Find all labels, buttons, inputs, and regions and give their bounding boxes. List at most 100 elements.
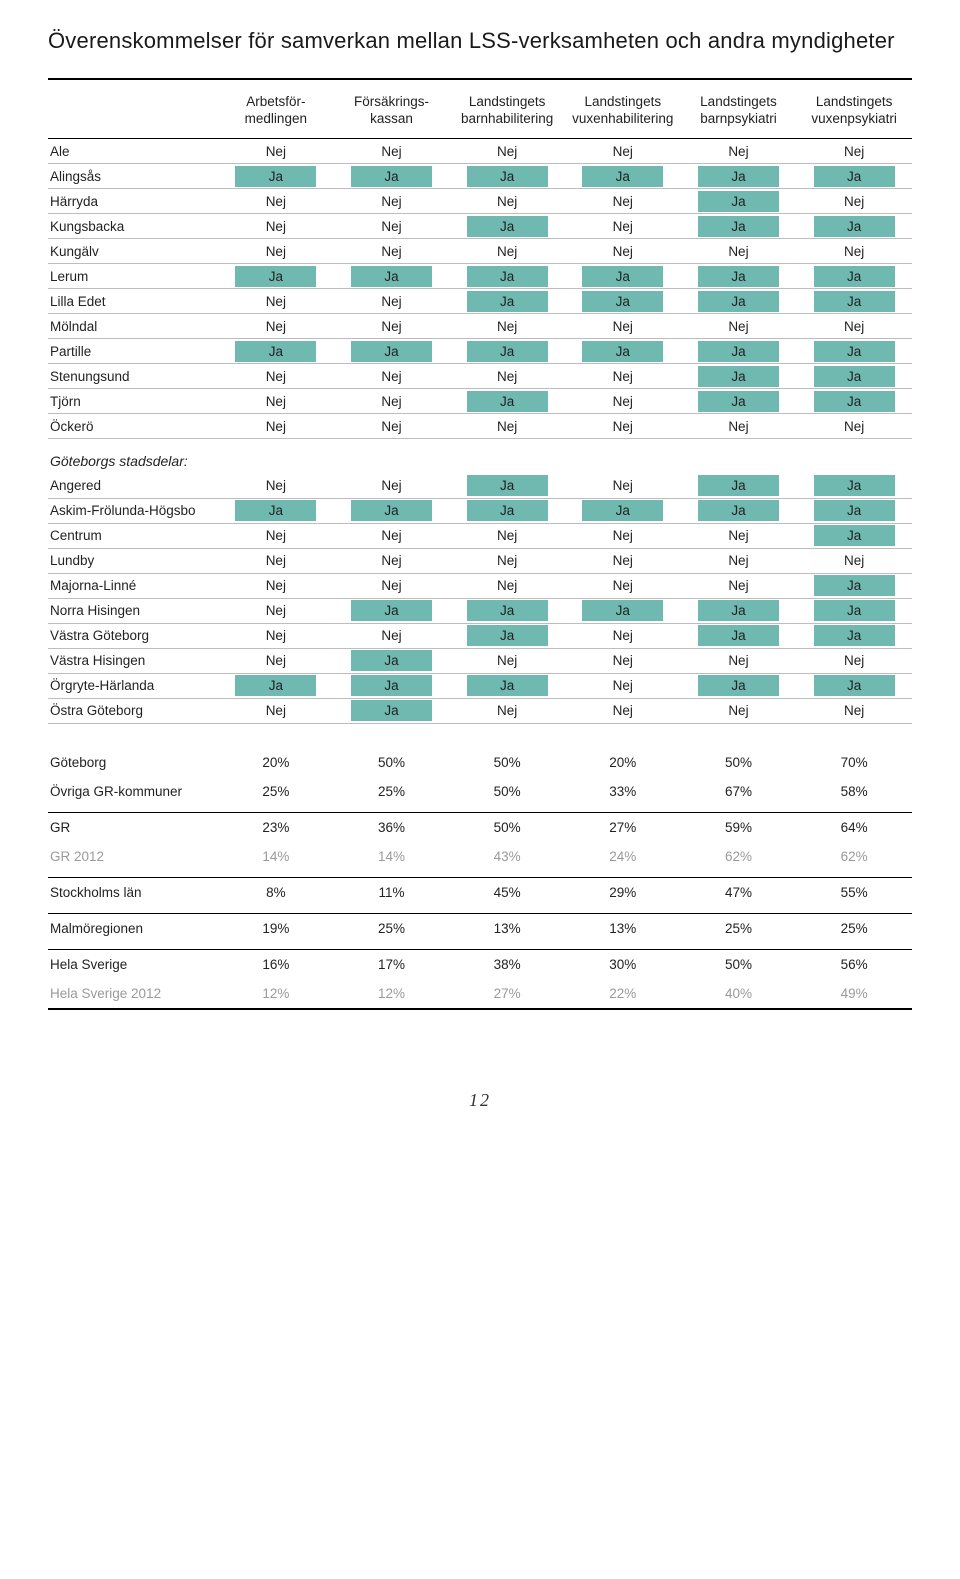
summary-value: 11% xyxy=(334,878,450,907)
cell-value: Ja xyxy=(796,164,912,189)
cell-value: Nej xyxy=(218,648,334,673)
summary-value: 23% xyxy=(218,813,334,842)
cell-value: Nej xyxy=(334,314,450,339)
table-row: MölndalNejNejNejNejNejNej xyxy=(48,314,912,339)
cell-value: Ja xyxy=(218,339,334,364)
cell-value: Nej xyxy=(796,698,912,723)
summary-value: 67% xyxy=(681,777,797,806)
summary-value: 8% xyxy=(218,878,334,907)
cell-value: Ja xyxy=(565,289,681,314)
row-label: Lilla Edet xyxy=(48,289,218,314)
row-label: Angered xyxy=(48,473,218,498)
summary-value: 62% xyxy=(681,842,797,871)
row-label: Örgryte-Härlanda xyxy=(48,673,218,698)
data-table: Arbetsför-medlingenFörsäkrings-kassanLan… xyxy=(48,80,912,1008)
cell-value: Nej xyxy=(449,414,565,439)
summary-value: 20% xyxy=(218,741,334,777)
table-row: PartilleJaJaJaJaJaJa xyxy=(48,339,912,364)
cell-value: Nej xyxy=(681,314,797,339)
cell-value: Ja xyxy=(681,214,797,239)
cell-value: Nej xyxy=(565,548,681,573)
row-label: Västra Hisingen xyxy=(48,648,218,673)
cell-value: Nej xyxy=(449,648,565,673)
cell-value: Nej xyxy=(681,414,797,439)
cell-value: Ja xyxy=(681,189,797,214)
cell-value: Nej xyxy=(449,548,565,573)
cell-value: Nej xyxy=(334,473,450,498)
cell-value: Ja xyxy=(796,364,912,389)
summary-value: 33% xyxy=(565,777,681,806)
cell-value: Ja xyxy=(681,389,797,414)
table-row: AlingsåsJaJaJaJaJaJa xyxy=(48,164,912,189)
row-label: Stenungsund xyxy=(48,364,218,389)
table-row: Västra GöteborgNejNejJaNejJaJa xyxy=(48,623,912,648)
cell-value: Nej xyxy=(218,598,334,623)
cell-value: Ja xyxy=(565,598,681,623)
summary-value: 62% xyxy=(796,842,912,871)
cell-value: Nej xyxy=(334,364,450,389)
cell-value: Nej xyxy=(218,548,334,573)
cell-value: Nej xyxy=(565,698,681,723)
summary-value: 43% xyxy=(449,842,565,871)
page-title: Överenskommelser för samverkan mellan LS… xyxy=(48,28,912,54)
row-label: Öckerö xyxy=(48,414,218,439)
col-header: Arbetsför-medlingen xyxy=(218,80,334,138)
cell-value: Nej xyxy=(218,214,334,239)
summary-value: 30% xyxy=(565,950,681,979)
cell-value: Nej xyxy=(796,548,912,573)
cell-value: Nej xyxy=(565,523,681,548)
row-label: Lundby xyxy=(48,548,218,573)
row-label: Majorna-Linné xyxy=(48,573,218,598)
cell-value: Ja xyxy=(218,164,334,189)
cell-value: Ja xyxy=(796,598,912,623)
cell-value: Ja xyxy=(218,673,334,698)
table-row: Västra HisingenNejJaNejNejNejNej xyxy=(48,648,912,673)
cell-value: Ja xyxy=(449,673,565,698)
cell-value: Ja xyxy=(449,164,565,189)
table-row: LundbyNejNejNejNejNejNej xyxy=(48,548,912,573)
summary-value: 58% xyxy=(796,777,912,806)
summary-label: Göteborg xyxy=(48,741,218,777)
table-row: ÖckeröNejNejNejNejNejNej xyxy=(48,414,912,439)
cell-value: Nej xyxy=(218,623,334,648)
cell-value: Nej xyxy=(565,389,681,414)
cell-value: Nej xyxy=(218,389,334,414)
table-row: AngeredNejNejJaNejJaJa xyxy=(48,473,912,498)
cell-value: Ja xyxy=(218,498,334,523)
summary-value: 50% xyxy=(681,950,797,979)
cell-value: Nej xyxy=(334,289,450,314)
cell-value: Nej xyxy=(218,364,334,389)
row-label: Kungälv xyxy=(48,239,218,264)
cell-value: Ja xyxy=(449,214,565,239)
table-row: TjörnNejNejJaNejJaJa xyxy=(48,389,912,414)
summary-value: 50% xyxy=(334,741,450,777)
cell-value: Ja xyxy=(796,673,912,698)
cell-value: Nej xyxy=(449,523,565,548)
summary-row: GR23%36%50%27%59%64% xyxy=(48,813,912,842)
summary-value: 50% xyxy=(449,741,565,777)
row-label: Ale xyxy=(48,139,218,164)
cell-value: Nej xyxy=(796,414,912,439)
table-row: LerumJaJaJaJaJaJa xyxy=(48,264,912,289)
summary-label: Hela Sverige 2012 xyxy=(48,979,218,1008)
summary-row: Hela Sverige 201212%12%27%22%40%49% xyxy=(48,979,912,1008)
summary-row: Hela Sverige16%17%38%30%50%56% xyxy=(48,950,912,979)
col-header: Landstingetsbarnpsykiatri xyxy=(681,80,797,138)
cell-value: Nej xyxy=(565,364,681,389)
row-label: Härryda xyxy=(48,189,218,214)
cell-value: Nej xyxy=(334,189,450,214)
cell-value: Ja xyxy=(449,598,565,623)
summary-value: 12% xyxy=(334,979,450,1008)
cell-value: Ja xyxy=(796,623,912,648)
row-label: Centrum xyxy=(48,523,218,548)
cell-value: Nej xyxy=(565,414,681,439)
cell-value: Ja xyxy=(681,473,797,498)
table-row: Askim-Frölunda-HögsboJaJaJaJaJaJa xyxy=(48,498,912,523)
cell-value: Nej xyxy=(218,573,334,598)
cell-value: Ja xyxy=(796,214,912,239)
cell-value: Nej xyxy=(334,139,450,164)
table-row: KungsbackaNejNejJaNejJaJa xyxy=(48,214,912,239)
summary-label: Övriga GR-kommuner xyxy=(48,777,218,806)
table-row: Östra GöteborgNejJaNejNejNejNej xyxy=(48,698,912,723)
summary-value: 56% xyxy=(796,950,912,979)
